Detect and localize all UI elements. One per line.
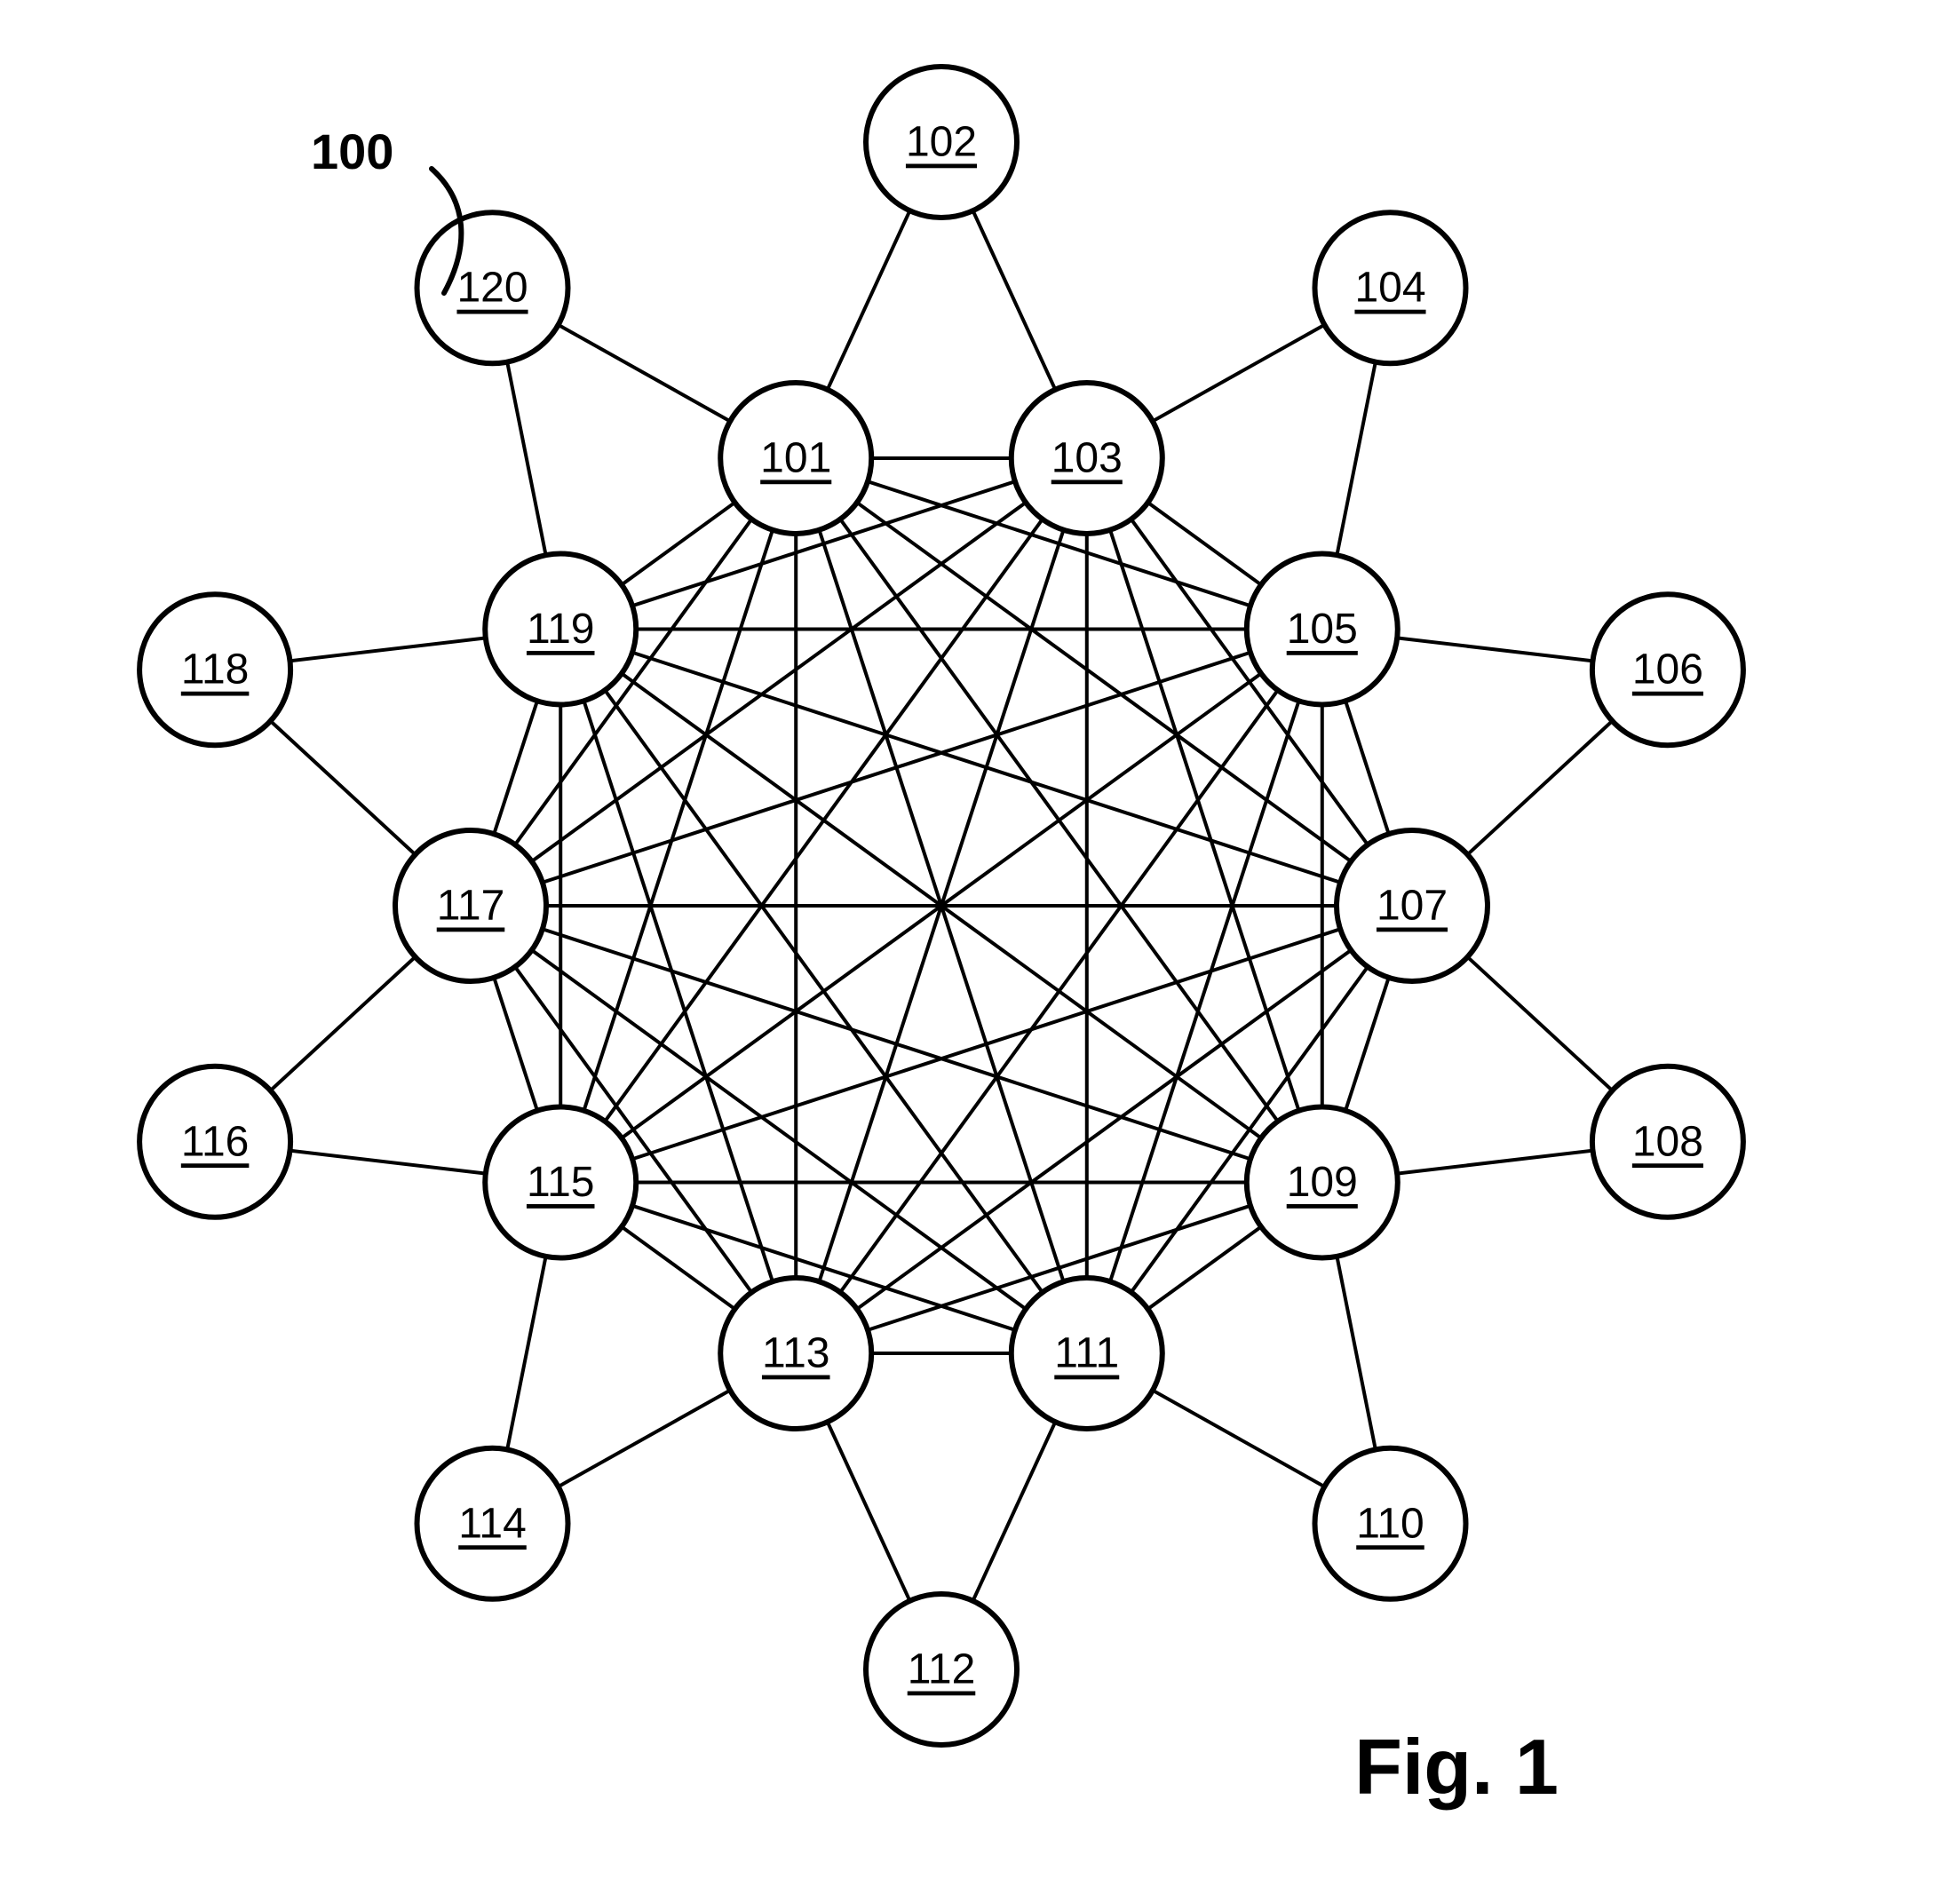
node-label: 110 (1356, 1500, 1424, 1547)
node-101: 101 (720, 383, 871, 534)
node-label: 107 (1377, 883, 1448, 930)
node-115: 115 (485, 1107, 636, 1258)
node-label: 113 (762, 1330, 830, 1377)
node-label: 103 (1051, 434, 1123, 481)
node-label: 102 (906, 119, 977, 166)
node-label: 119 (527, 606, 595, 653)
node-label: 109 (1287, 1159, 1358, 1206)
edge (560, 629, 1087, 1353)
node-107: 107 (1337, 830, 1488, 981)
node-108: 108 (1592, 1066, 1743, 1217)
node-label: 118 (181, 646, 250, 694)
node-109: 109 (1247, 1107, 1398, 1258)
node-label: 106 (1632, 646, 1703, 694)
reference-label: 100 (311, 123, 393, 179)
node-label: 115 (527, 1159, 595, 1206)
node-114: 114 (417, 1448, 568, 1599)
node-106: 106 (1592, 594, 1743, 745)
node-103: 103 (1012, 383, 1163, 534)
node-116: 116 (139, 1066, 290, 1217)
node-104: 104 (1314, 212, 1465, 363)
node-label: 117 (437, 883, 505, 930)
node-111: 111 (1012, 1278, 1163, 1429)
node-label: 104 (1354, 265, 1425, 312)
node-label: 108 (1632, 1118, 1703, 1165)
node-105: 105 (1247, 553, 1398, 704)
node-120: 120 (417, 212, 568, 363)
node-label: 114 (458, 1500, 527, 1547)
node-118: 118 (139, 594, 290, 745)
node-label: 120 (456, 265, 528, 312)
node-label: 111 (1054, 1330, 1119, 1377)
node-label: 101 (760, 434, 831, 481)
node-119: 119 (485, 553, 636, 704)
node-112: 112 (866, 1594, 1017, 1745)
node-102: 102 (866, 67, 1017, 218)
node-label: 105 (1287, 606, 1358, 653)
node-113: 113 (720, 1278, 871, 1429)
figure-root: 101 103 105 107 109 111 113 115 117 119 102 104 106 1… (0, 0, 1960, 1879)
node-label: 116 (181, 1118, 250, 1165)
node-110: 110 (1314, 1448, 1465, 1599)
figure-caption: Fig. 1 (1354, 1723, 1559, 1811)
node-label: 112 (908, 1646, 976, 1693)
node-117: 117 (395, 830, 546, 981)
